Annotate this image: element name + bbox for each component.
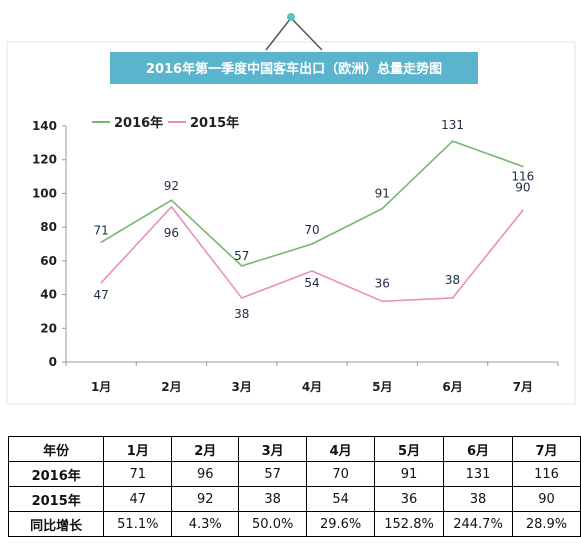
- x-tick-label: 2月: [161, 380, 181, 394]
- data-table: 年份 1月 2月 3月 4月 5月 6月 7月 2016年 71 96 57 70 91 131 116 201…: [7, 436, 581, 537]
- data-point: [100, 241, 102, 244]
- y-tick-label: 80: [40, 220, 57, 234]
- data-label: 131: [441, 118, 464, 132]
- table-cell: 38: [238, 486, 308, 512]
- y-tick-label: 20: [40, 321, 57, 335]
- x-tick-label: 1月: [91, 380, 111, 394]
- table-cell: 36: [374, 486, 445, 512]
- hanger-right: [290, 17, 323, 51]
- y-tick-label: 120: [32, 153, 57, 167]
- data-label: 36: [375, 276, 390, 290]
- data-label: 92: [164, 179, 179, 193]
- table-cell: 4.3%: [171, 511, 240, 537]
- y-tick-label: 40: [40, 288, 57, 302]
- data-label: 90: [515, 180, 530, 194]
- data-point: [522, 209, 524, 212]
- hanger-pin: [287, 13, 295, 21]
- data-point: [240, 265, 243, 267]
- table-row: 同比增长 51.1% 4.3% 50.0% 29.6% 152.8% 244.7% 28.9%: [7, 511, 581, 537]
- row-header-cell: 2016年: [7, 461, 105, 487]
- table-cell: 47: [103, 486, 173, 512]
- y-tick-label: 0: [49, 355, 57, 369]
- table-cell: 28.9%: [512, 511, 581, 537]
- table-cell: 116: [512, 461, 581, 487]
- table-cell: 2月: [171, 436, 240, 462]
- series-line-2016年: [100, 140, 524, 267]
- data-point: [170, 199, 173, 201]
- legend-label-2016: 2016年: [114, 115, 163, 131]
- data-label: 54: [304, 276, 319, 290]
- data-point: [100, 281, 102, 284]
- title-box: [110, 52, 478, 84]
- data-point: [170, 206, 173, 208]
- y-tick-label: 60: [40, 254, 57, 268]
- table-cell: 152.8%: [374, 511, 445, 537]
- table-cell: 38: [443, 486, 514, 512]
- table-cell: 6月: [443, 436, 514, 462]
- table-cell: 91: [374, 461, 445, 487]
- data-label: 38: [445, 273, 460, 287]
- table-cell: 90: [512, 486, 581, 512]
- data-label: 70: [304, 223, 319, 237]
- x-tick-label: 4月: [302, 380, 322, 394]
- x-tick-label: 7月: [513, 380, 533, 394]
- table-cell: 131: [443, 461, 514, 487]
- table-header-row: 年份 1月 2月 3月 4月 5月 6月 7月: [7, 436, 581, 462]
- table-cell: 29.6%: [306, 511, 376, 537]
- table-cell: 51.1%: [103, 511, 173, 537]
- data-label: 116: [511, 169, 534, 183]
- hanger-left: [265, 17, 292, 51]
- table-row: 2015年 47 92 38 54 36 38 90: [7, 486, 581, 512]
- data-point: [451, 297, 454, 299]
- table-cell: 71: [103, 461, 173, 487]
- table-cell: 54: [306, 486, 376, 512]
- data-label: 57: [234, 249, 249, 263]
- table-cell: 7月: [512, 436, 581, 462]
- plot-area: 71 92 57 70 91 131 116 47 96 38 54 36 38 90: [94, 118, 535, 321]
- data-point: [451, 140, 454, 142]
- row-header-cell: 2015年: [7, 486, 105, 512]
- table-cell: 244.7%: [443, 511, 514, 537]
- line-chart: 2016年第一季度中国客车出口（欧洲）总量走势图 2016年 2015年 0 20…: [6, 13, 576, 405]
- data-point: [311, 270, 313, 272]
- table-row: 2016年 71 96 57 70 91 131 116: [7, 461, 581, 487]
- data-point: [522, 165, 524, 168]
- table-cell: 70: [306, 461, 376, 487]
- data-point: [311, 243, 313, 245]
- data-point: [381, 207, 384, 210]
- y-tick-label: 100: [32, 186, 57, 200]
- table-cell: 57: [238, 461, 308, 487]
- chart-title: 2016年第一季度中国客车出口（欧洲）总量走势图: [146, 61, 442, 77]
- data-label: 96: [164, 226, 179, 240]
- row-header-cell: 同比增长: [7, 511, 105, 537]
- data-point: [381, 300, 384, 303]
- table-cell: 5月: [374, 436, 445, 462]
- table-cell: 96: [171, 461, 240, 487]
- data-label: 38: [234, 307, 249, 321]
- frame: 2016年第一季度中国客车出口（欧洲）总量走势图: [6, 13, 576, 405]
- frame-border: [6, 41, 576, 405]
- axes: 0 20 40 60 80 100 120 140 1月 2月 3月 4月 5月 6月 7月: [32, 119, 559, 394]
- table-cell: 50.0%: [238, 511, 308, 537]
- table-cell: 1月: [103, 436, 173, 462]
- row-header-cell: 年份: [7, 436, 105, 462]
- y-tick-label: 140: [32, 119, 57, 133]
- data-label: 47: [94, 288, 109, 302]
- table-cell: 92: [171, 486, 240, 512]
- data-label: 71: [94, 223, 109, 237]
- data-point: [240, 297, 243, 299]
- data-label: 91: [375, 187, 390, 201]
- table-cell: 3月: [238, 436, 308, 462]
- legend: 2016年 2015年: [92, 115, 239, 131]
- table-cell: 4月: [306, 436, 376, 462]
- x-tick-label: 3月: [232, 380, 252, 394]
- x-tick-label: 5月: [372, 380, 392, 394]
- legend-label-2015: 2015年: [190, 115, 239, 131]
- x-tick-label: 6月: [442, 380, 462, 394]
- chart-panel: 2016年第一季度中国客车出口（欧洲）总量走势图 2016年 2015年 0 20…: [6, 13, 576, 405]
